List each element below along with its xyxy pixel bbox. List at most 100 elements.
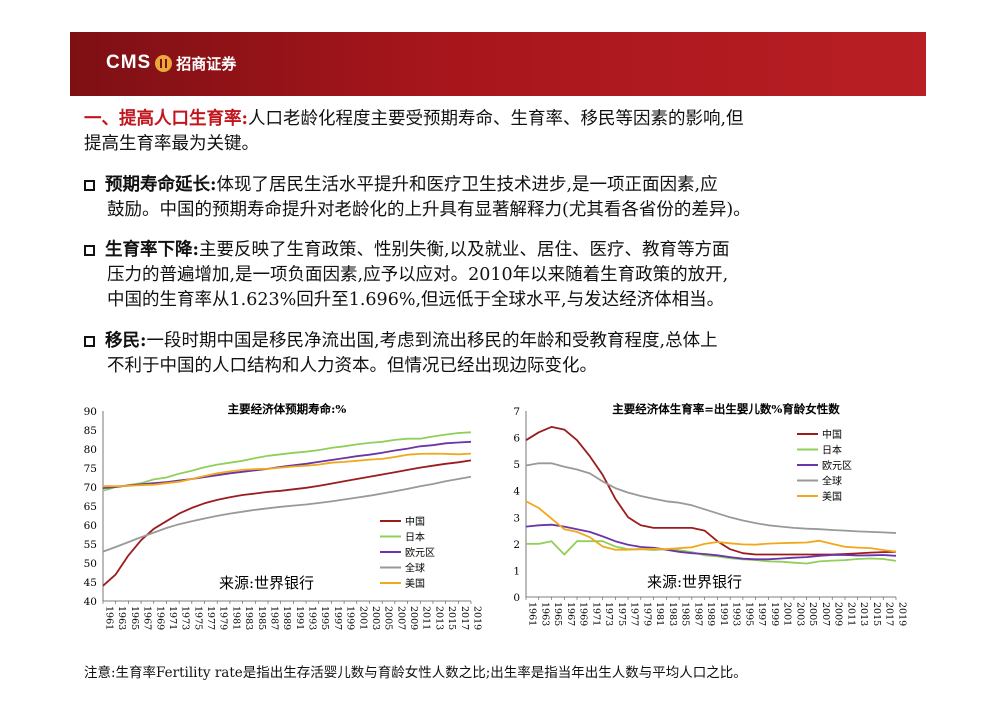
x-tick-label: 1961 (104, 606, 115, 630)
x-tick-label: 1991 (294, 606, 305, 630)
y-tick-label: 3 (513, 512, 520, 524)
legend-label: 美国 (405, 577, 425, 590)
x-tick-label: 2017 (459, 606, 470, 630)
y-tick-label: 6 (513, 433, 520, 445)
x-tick-label: 1993 (307, 606, 318, 630)
x-tick-label: 2003 (794, 602, 805, 626)
legend-label: 日本 (822, 444, 842, 457)
y-tick-label: 70 (84, 482, 97, 494)
y-tick-label: 5 (513, 459, 520, 471)
company-logo: CMS 招商证券 (106, 48, 236, 78)
series-line-5 (103, 452, 472, 488)
x-tick-label: 1997 (756, 602, 767, 626)
x-tick-label: 1991 (718, 602, 729, 626)
x-tick-label: 2009 (408, 606, 419, 630)
series-line-4 (102, 475, 472, 553)
bullet-line: 压力的普遍增加,是一项负面因素,应予以应对。2010年以来随着生育政策的放开, (107, 265, 729, 285)
x-tick-label: 1965 (552, 602, 563, 626)
y-tick-label: 50 (84, 558, 97, 570)
x-tick-label: 1981 (654, 602, 665, 626)
x-tick-label: 1987 (692, 602, 703, 626)
y-tick-label: 65 (84, 501, 97, 513)
x-tick-label: 1983 (667, 602, 678, 626)
header-banner: CMS 招商证券 (70, 32, 926, 96)
x-tick-label: 2013 (433, 606, 444, 630)
legend-label: 欧元区 (405, 547, 435, 559)
x-tick-label: 2001 (357, 606, 368, 630)
source-label: 来源:世界银行 (647, 573, 742, 591)
legend-label: 日本 (405, 531, 425, 544)
checkbox-square-icon (84, 336, 95, 347)
x-tick-label: 1973 (603, 602, 614, 626)
checkbox-square-icon (84, 180, 95, 191)
x-tick-label: 1973 (180, 606, 191, 630)
logo-cn-text: 招商证券 (176, 54, 237, 73)
x-tick-label: 1981 (230, 606, 241, 630)
y-tick-label: 45 (84, 577, 97, 589)
x-tick-label: 1961 (527, 602, 538, 626)
x-tick-label: 2011 (845, 602, 856, 626)
intro-line-1: 人口老龄化程度主要受预期寿命、生育率、移民等因素的影响,但 (247, 109, 744, 129)
x-tick-label: 2005 (383, 606, 394, 630)
x-tick-label: 1983 (243, 606, 254, 630)
intro-title: 一、提高人口生育率: (84, 109, 248, 129)
x-tick-label: 2017 (884, 602, 895, 626)
y-tick-label: 60 (84, 520, 97, 532)
series-line-2 (526, 540, 897, 565)
legend-label: 美国 (822, 490, 842, 503)
chart-title: 主要经济体预期寿命:% (228, 402, 347, 416)
x-tick-label: 2019 (897, 602, 908, 626)
x-tick-label: 1977 (205, 606, 216, 630)
logo-mark-icon (155, 54, 173, 72)
x-tick-label: 2019 (472, 606, 483, 630)
x-tick-label: 1985 (680, 602, 691, 626)
bullet-line: 不利于中国的人口结构和人力资本。但情况已经出现边际变化。 (107, 356, 597, 376)
bullet-migration: 移民:一段时期中国是移民净流出国,考虑到流出移民的年龄和受教育程度,总体上 不利… (84, 329, 718, 379)
x-tick-label: 1999 (345, 606, 356, 630)
legend-label: 全球 (405, 562, 425, 575)
series-line-4 (525, 462, 897, 534)
x-tick-label: 1985 (256, 606, 267, 630)
x-tick-label: 2007 (395, 606, 406, 630)
y-tick-label: 80 (84, 444, 97, 456)
y-tick-label: 55 (84, 539, 97, 551)
x-tick-label: 1967 (565, 602, 576, 626)
bullet-line: 体现了居民生活水平提升和医疗卫生技术进步,是一项正面因素,应 (216, 175, 718, 195)
x-tick-label: 2013 (858, 602, 869, 626)
legend-label: 欧元区 (822, 460, 852, 472)
x-tick-label: 1995 (319, 606, 330, 630)
footnote: 注意:生育率Fertility rate是指出生存活婴儿数与育龄女性人数之比;出… (84, 665, 747, 681)
bullet-heading: 移民: (105, 331, 147, 351)
y-tick-label: 0 (513, 592, 520, 604)
bullet-line: 中国的生育率从1.623%回升至1.696%,但远低于全球水平,与发达经济体相当… (107, 290, 725, 310)
series-line-3 (525, 523, 897, 561)
x-tick-label: 1971 (167, 606, 178, 630)
y-tick-label: 40 (84, 596, 97, 608)
x-tick-label: 1989 (705, 602, 716, 626)
x-tick-label: 2007 (820, 602, 831, 626)
y-tick-label: 4 (513, 486, 520, 498)
x-tick-label: 2009 (833, 602, 844, 626)
x-tick-label: 1997 (332, 606, 343, 630)
x-tick-label: 1967 (142, 606, 153, 630)
y-tick-label: 85 (84, 425, 97, 437)
legend-label: 中国 (405, 515, 425, 528)
intro-line-2: 提高生育率最为关键。 (84, 134, 259, 154)
bullet-fertility: 生育率下降:主要反映了生育政策、性别失衡,以及就业、居住、医疗、教育等方面 压力… (84, 238, 730, 313)
legend-label: 全球 (822, 475, 842, 488)
y-tick-label: 7 (513, 406, 520, 418)
x-tick-label: 1999 (769, 602, 780, 626)
x-tick-label: 1969 (578, 602, 589, 626)
series-line-3 (102, 440, 472, 489)
fertility-rate-chart: 主要经济体生育率=出生婴儿数%育龄女性数 0 1 2 3 4 5 6 7 1961 1963 1965… (513, 402, 908, 626)
x-tick-label: 2005 (807, 602, 818, 626)
x-tick-label: 1977 (629, 602, 640, 626)
chart-title: 主要经济体生育率=出生婴儿数%育龄女性数 (612, 402, 840, 416)
x-tick-label: 2015 (871, 602, 882, 626)
y-tick-label: 90 (84, 406, 97, 418)
legend-label: 中国 (822, 428, 842, 441)
x-tick-label: 2011 (421, 606, 432, 630)
bullet-line: 鼓励。中国的预期寿命提升对老龄化的上升具有显著解释力(尤其看各省份的差异)。 (107, 200, 751, 220)
x-tick-label: 1979 (218, 606, 229, 630)
